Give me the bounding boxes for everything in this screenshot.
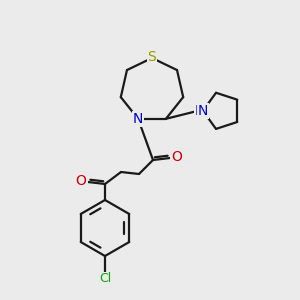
Text: N: N [198, 104, 208, 118]
Text: S: S [148, 50, 156, 64]
Text: Cl: Cl [99, 272, 111, 286]
Text: O: O [76, 174, 86, 188]
Text: N: N [195, 104, 205, 118]
Text: N: N [133, 112, 143, 126]
Text: O: O [172, 150, 182, 164]
